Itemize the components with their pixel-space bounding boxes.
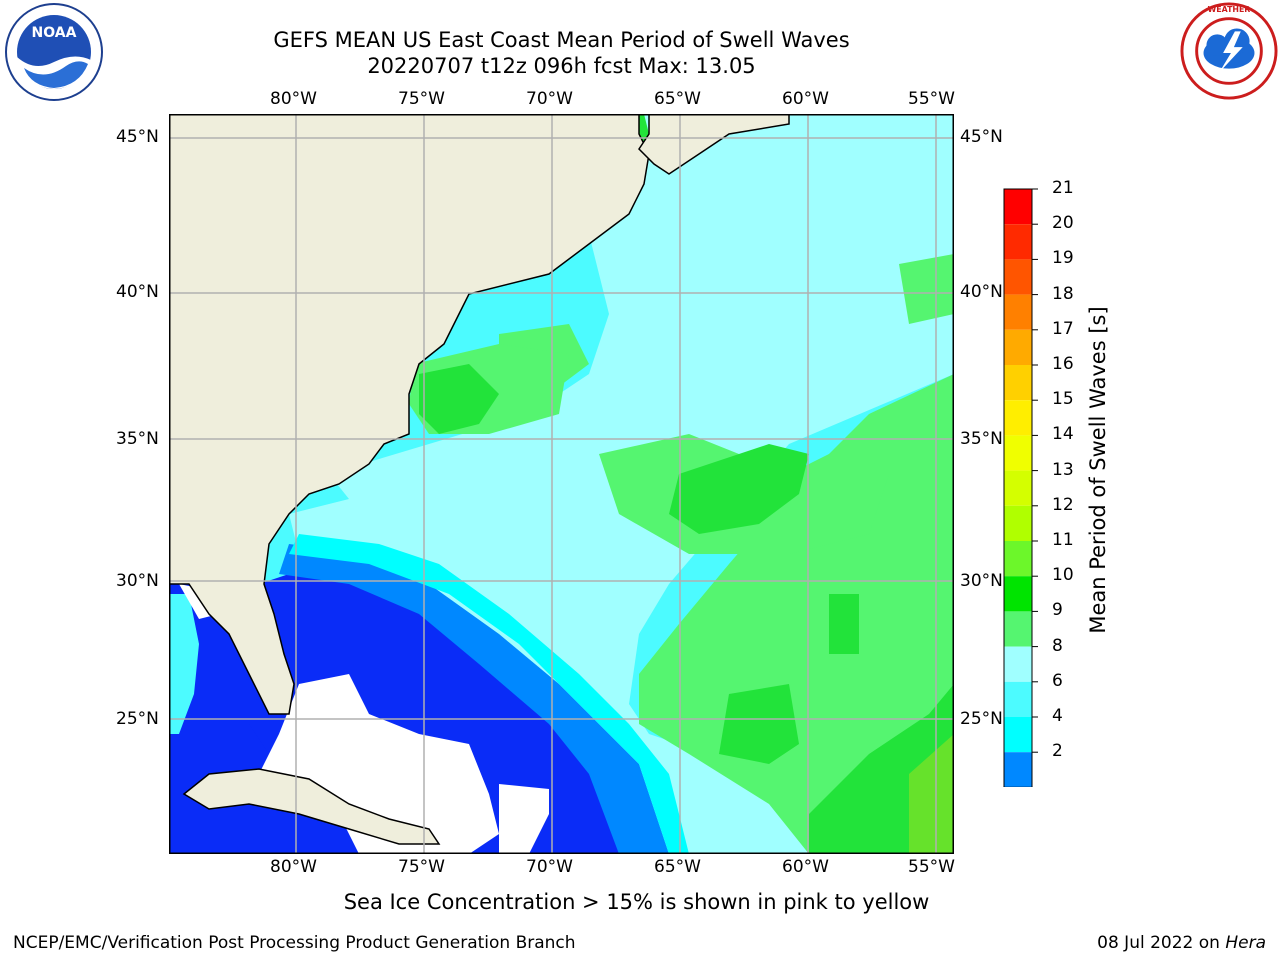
lon-label-bottom: 70°W xyxy=(526,857,573,877)
colorbar-tick-label: 2 xyxy=(1052,741,1063,762)
colorbar-tick-label: 17 xyxy=(1052,318,1074,339)
lat-label-left: 35°N xyxy=(116,429,159,449)
colorbar-segment xyxy=(1004,259,1032,295)
period-8-9-region xyxy=(329,414,589,524)
swell-period-map xyxy=(169,114,954,854)
footer-host: Hera xyxy=(1225,933,1266,953)
colorbar-segment xyxy=(1004,611,1032,647)
lon-label-top: 80°W xyxy=(270,89,317,109)
lon-label-bottom: 80°W xyxy=(270,857,317,877)
lon-label-bottom: 65°W xyxy=(654,857,701,877)
colorbar-tick-label: 20 xyxy=(1052,213,1074,234)
colorbar-segment xyxy=(1004,329,1032,365)
period-10-11-region xyxy=(719,684,799,764)
colorbar-segment xyxy=(1004,681,1032,717)
period-6-8-region xyxy=(169,594,199,734)
colorbar xyxy=(1002,187,1042,817)
lon-label-bottom: 55°W xyxy=(908,857,955,877)
footer-credit: NCEP/EMC/Verification Post Processing Pr… xyxy=(13,933,576,953)
colorbar-tick-label: 6 xyxy=(1052,670,1063,691)
colorbar-segment xyxy=(1004,576,1032,612)
lon-label-top: 75°W xyxy=(398,89,445,109)
colorbar-segment xyxy=(1004,365,1032,401)
period-10-11-region xyxy=(829,594,859,654)
nws-logo: WEATHER xyxy=(1180,2,1278,104)
noaa-logo: NOAA xyxy=(4,2,104,106)
graticule xyxy=(169,114,954,854)
colorbar-segment xyxy=(1004,294,1032,330)
colorbar-tick-label: 13 xyxy=(1052,459,1074,480)
lon-label-top: 70°W xyxy=(526,89,573,109)
lat-label-right: 40°N xyxy=(960,282,1003,302)
svg-text:WEATHER: WEATHER xyxy=(1208,5,1251,14)
colorbar-tick-label: 18 xyxy=(1052,283,1074,304)
colorbar-label: Mean Period of Swell Waves [s] xyxy=(1086,306,1110,634)
period-10-11-region xyxy=(909,734,954,854)
colorbar-segment xyxy=(1004,505,1032,541)
lat-label-left: 25°N xyxy=(116,709,159,729)
period-10-11-region xyxy=(419,364,499,434)
colorbar-tick-label: 4 xyxy=(1052,706,1063,726)
colorbar-tick-label: 16 xyxy=(1052,354,1074,374)
lat-label-right: 25°N xyxy=(960,709,1003,729)
no-data-region xyxy=(499,784,549,854)
period-9-10-region xyxy=(899,254,954,324)
colorbar-segment xyxy=(1004,400,1032,436)
lon-label-top: 55°W xyxy=(908,89,955,109)
footer-date: 08 Jul 2022 on Hera xyxy=(1097,933,1266,953)
colorbar-segment xyxy=(1004,224,1032,260)
colorbar-segment xyxy=(1004,646,1032,682)
colorbar-tick-label: 19 xyxy=(1052,248,1074,269)
sea-ice-note: Sea Ice Concentration > 15% is shown in … xyxy=(343,890,930,914)
chart-title-line1: GEFS MEAN US East Coast Mean Period of S… xyxy=(273,28,850,52)
colorbar-tick-label: 9 xyxy=(1052,600,1063,621)
colorbar-segment xyxy=(1004,717,1032,753)
colorbar-segment xyxy=(1004,470,1032,506)
lat-label-left: 40°N xyxy=(116,282,159,302)
lat-label-right: 35°N xyxy=(960,429,1003,449)
period-4-6-region xyxy=(279,544,669,854)
colorbar-tick-label: 21 xyxy=(1052,178,1074,198)
chart-title-line2: 20220707 t12z 096h fcst Max: 13.05 xyxy=(367,54,756,78)
lat-label-left: 45°N xyxy=(116,127,159,147)
land-cuba xyxy=(182,768,441,845)
colorbar-tick-label: 12 xyxy=(1052,494,1074,515)
period-9-10-region xyxy=(639,264,954,854)
map-frame xyxy=(169,114,954,854)
lon-label-bottom: 75°W xyxy=(398,857,445,877)
land-nova-scotia xyxy=(638,114,790,175)
land-north-america xyxy=(169,114,650,715)
colorbar-segment xyxy=(1004,435,1032,471)
lon-label-top: 65°W xyxy=(654,89,701,109)
colorbar-tick-label: 8 xyxy=(1052,635,1063,656)
colorbar-tick-label: 15 xyxy=(1052,389,1074,410)
lat-label-left: 30°N xyxy=(116,571,159,591)
svg-text:NOAA: NOAA xyxy=(32,25,77,41)
period-10-11-region xyxy=(669,444,809,534)
colorbar-tick-label: 10 xyxy=(1052,565,1074,586)
lat-label-right: 45°N xyxy=(960,127,1003,147)
colorbar-segment xyxy=(1004,541,1032,577)
lat-label-right: 30°N xyxy=(960,571,1003,591)
colorbar-segment xyxy=(1004,189,1032,225)
footer-date-text: 08 Jul 2022 on xyxy=(1097,933,1226,953)
lon-label-top: 60°W xyxy=(782,89,829,109)
colorbar-segment xyxy=(1004,752,1032,788)
colorbar-tick-label: 14 xyxy=(1052,424,1074,445)
colorbar-tick-label: 11 xyxy=(1052,530,1074,550)
lon-label-bottom: 60°W xyxy=(782,857,829,877)
